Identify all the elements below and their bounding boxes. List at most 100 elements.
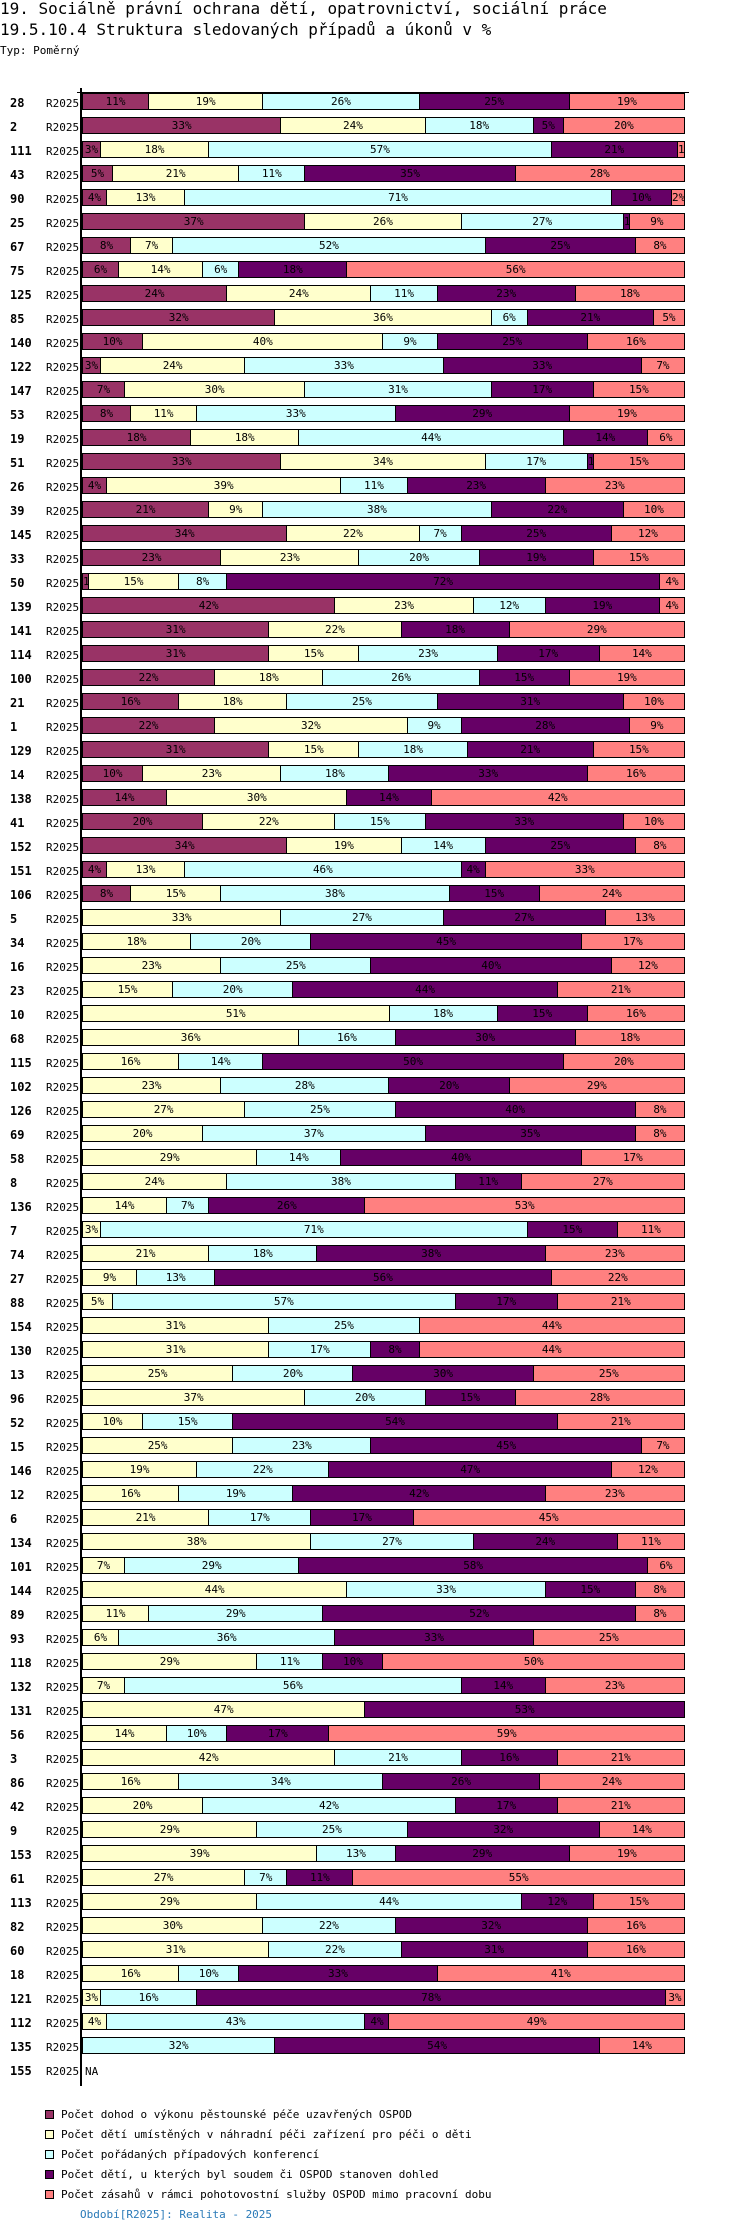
chart-row: 134 R2025 38% 27% 24% 11% xyxy=(0,1532,750,1556)
bar-segment: 3% xyxy=(83,358,102,373)
stacked-bar: 4% 13% 71% 10% 2% xyxy=(82,189,685,206)
stacked-bar: 10% 23% 18% 33% 16% xyxy=(82,765,685,782)
bar-segment: 1% xyxy=(623,214,630,229)
row-id-label: 3 xyxy=(10,1752,18,1766)
bar-segment: 42% xyxy=(83,1750,336,1765)
chart-row: 26 R2025 4% 39% 11% 23% 23% xyxy=(0,476,750,500)
bar-segment: 54% xyxy=(233,1414,558,1429)
bar-segment: 15% xyxy=(131,886,222,901)
bar-segment: 37% xyxy=(83,1390,306,1405)
chart-row: 113 R2025 29% 44% 12% 15% xyxy=(0,1892,750,1916)
stacked-bar: 29% 14% 40% 17% xyxy=(82,1149,685,1166)
bar-segment: 16% xyxy=(101,1990,198,2005)
bar-segment: 12% xyxy=(611,958,684,973)
chart-row: 131 R2025 47% 53% xyxy=(0,1700,750,1724)
legend-swatch xyxy=(45,2129,54,2139)
bar-segment: 44% xyxy=(257,1894,522,1909)
bar-segment: 29% xyxy=(509,622,684,637)
bar-segment: 8% xyxy=(635,238,684,253)
bar-segment: 1% xyxy=(587,454,594,469)
bar-segment: 11% xyxy=(371,286,438,301)
bar-segment: 18% xyxy=(215,670,324,685)
row-id-label: 134 xyxy=(10,1536,32,1550)
bar-segment: 31% xyxy=(83,1942,270,1957)
bar-segment: 29% xyxy=(395,1846,570,1861)
bar-segment: 52% xyxy=(173,238,486,253)
bar-segment: 45% xyxy=(311,934,582,949)
row-period-label: R2025 xyxy=(46,769,80,782)
stacked-bar: 31% 25% 44% xyxy=(82,1317,685,1334)
bar-segment: 25% xyxy=(533,1630,684,1645)
row-id-label: 18 xyxy=(10,1968,25,1982)
stacked-bar: 34% 19% 14% 25% 8% xyxy=(82,837,685,854)
bar-segment: 58% xyxy=(299,1558,648,1573)
bar-segment: 25% xyxy=(83,1366,234,1381)
row-id-label: 1 xyxy=(10,720,18,734)
bar-segment: 10% xyxy=(179,1966,240,1981)
row-id-label: 129 xyxy=(10,744,32,758)
row-period-label: R2025 xyxy=(46,1753,80,1766)
bar-segment: 23% xyxy=(221,550,360,565)
bar-segment: 21% xyxy=(113,166,240,181)
bar-segment: 20% xyxy=(563,118,684,133)
row-id-label: 74 xyxy=(10,1248,25,1262)
bar-segment: 39% xyxy=(83,1846,318,1861)
row-period-label: R2025 xyxy=(46,193,80,206)
bar-segment: 57% xyxy=(209,142,552,157)
bar-segment: 40% xyxy=(395,1102,636,1117)
bar-segment: 24% xyxy=(83,1174,228,1189)
bar-segment: 47% xyxy=(329,1462,612,1477)
bar-segment: 19% xyxy=(83,1462,198,1477)
bar-segment: 31% xyxy=(401,1942,588,1957)
stacked-bar: 34% 22% 7% 25% 12% xyxy=(82,525,685,542)
row-period-label: R2025 xyxy=(46,1393,80,1406)
chart-row: 151 R2025 4% 13% 46% 4% 33% xyxy=(0,860,750,884)
chart-row: 100 R2025 22% 18% 26% 15% 19% xyxy=(0,668,750,692)
legend-item: Počet zásahů v rámci pohotovostní služby… xyxy=(45,2184,491,2204)
bar-segment: 20% xyxy=(191,934,312,949)
legend-label: Počet zásahů v rámci pohotovostní služby… xyxy=(61,2187,492,2201)
row-period-label: R2025 xyxy=(46,481,80,494)
bar-segment: 18% xyxy=(359,742,468,757)
bar-segment: 33% xyxy=(83,454,282,469)
chart-title: 19.5.10.4 Struktura sledovaných případů … xyxy=(0,20,492,39)
bar-segment: 32% xyxy=(395,1918,588,1933)
bar-segment: 16% xyxy=(587,766,684,781)
row-period-label: R2025 xyxy=(46,145,80,158)
bar-segment: 32% xyxy=(407,1822,600,1837)
stacked-bar: 31% 15% 18% 21% 15% xyxy=(82,741,685,758)
bar-segment: 14% xyxy=(347,790,432,805)
bar-segment: 21% xyxy=(83,1510,210,1525)
bar-segment: 15% xyxy=(335,814,426,829)
stacked-bar: 33% 27% 27% 13% xyxy=(82,909,685,926)
bar-segment: 8% xyxy=(83,886,132,901)
chart-row: 60 R2025 31% 22% 31% 16% xyxy=(0,1940,750,1964)
bar-segment: 15% xyxy=(593,382,684,397)
chart-row: 52 R2025 10% 15% 54% 21% xyxy=(0,1412,750,1436)
row-period-label: R2025 xyxy=(46,337,80,350)
row-period-label: R2025 xyxy=(46,1105,80,1118)
bar-segment: 22% xyxy=(83,670,216,685)
bar-segment: 31% xyxy=(437,694,624,709)
chart-row: 88 R2025 5% 57% 17% 21% xyxy=(0,1292,750,1316)
stacked-bar: 20% 22% 15% 33% 10% xyxy=(82,813,685,830)
row-id-label: 50 xyxy=(10,576,25,590)
stacked-bar: 24% 38% 11% 27% xyxy=(82,1173,685,1190)
bar-segment: 26% xyxy=(263,94,420,109)
bar-segment: 27% xyxy=(461,214,624,229)
bar-segment: 7% xyxy=(641,358,684,373)
row-period-label: R2025 xyxy=(46,841,80,854)
row-period-label: R2025 xyxy=(46,97,80,110)
stacked-bar: 31% 22% 18% 29% xyxy=(82,621,685,638)
bar-segment: 32% xyxy=(215,718,408,733)
bar-segment: 18% xyxy=(425,118,534,133)
stacked-bar: 6% 36% 33% 25% xyxy=(82,1629,685,1646)
bar-segment: 8% xyxy=(635,1126,684,1141)
bar-segment: 24% xyxy=(281,118,426,133)
bar-segment: 14% xyxy=(599,646,684,661)
row-id-label: 151 xyxy=(10,864,32,878)
stacked-bar: 10% 15% 54% 21% xyxy=(82,1413,685,1430)
row-id-label: 90 xyxy=(10,192,25,206)
bar-segment: 15% xyxy=(479,670,570,685)
